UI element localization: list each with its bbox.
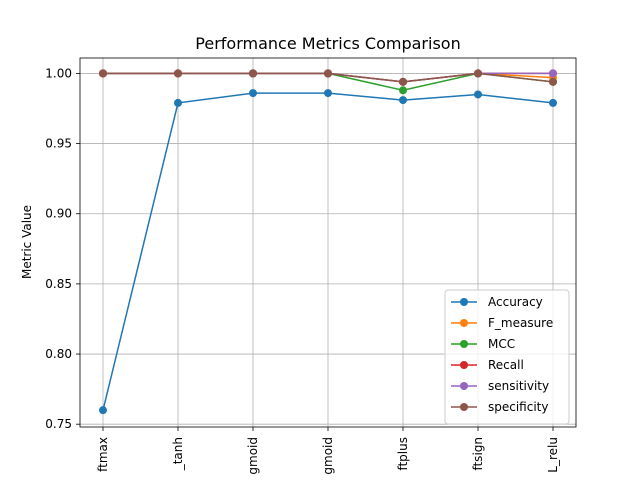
legend-entry-label: F_measure [488, 316, 553, 330]
legend-swatch-marker [460, 361, 468, 369]
data-point [324, 89, 332, 98]
data-point [549, 69, 557, 78]
legend-swatch-marker [460, 403, 468, 411]
data-point [249, 89, 257, 98]
y-tick-label: 0.80 [45, 347, 72, 361]
x-tick-label: ftmax [96, 437, 110, 472]
y-tick-label: 0.75 [45, 417, 72, 431]
data-point [174, 69, 182, 78]
y-tick-label: 1.00 [45, 66, 72, 80]
y-axis-label: Metric Value [20, 205, 34, 279]
data-point [174, 98, 182, 107]
x-tick-label: gmoid [246, 437, 260, 475]
y-axis: 0.75 0.80 0.85 0.90 0.95 1.00 [45, 66, 80, 431]
data-point [399, 96, 407, 105]
legend-swatch-marker [460, 340, 468, 348]
legend-swatch-marker [460, 382, 468, 390]
data-point [549, 77, 557, 86]
data-point [99, 69, 107, 78]
y-tick-label: 0.95 [45, 137, 72, 151]
legend-entry-label: MCC [488, 337, 515, 351]
legend-entry-label: Recall [488, 358, 524, 372]
x-tick-label: L_relu [546, 437, 560, 473]
x-axis: ftmax _tanh gmoid gmoid ftplus ftsign L_relu [96, 427, 560, 475]
x-tick-label: _tanh [171, 437, 185, 471]
legend-entry-label: specificity [488, 400, 548, 414]
data-point [474, 69, 482, 78]
x-tick-label: ftplus [396, 437, 410, 471]
data-point [99, 406, 107, 415]
y-tick-label: 0.90 [45, 207, 72, 221]
data-point [549, 98, 557, 107]
series-accuracy [99, 89, 557, 415]
x-tick-label: ftsign [471, 437, 485, 471]
legend-entry-label: sensitivity [488, 379, 549, 393]
x-tick-label: gmoid [321, 437, 335, 475]
data-point [324, 69, 332, 78]
data-point [474, 90, 482, 99]
y-tick-label: 0.85 [45, 277, 72, 291]
legend-swatch-marker [460, 298, 468, 306]
legend-entry-label: Accuracy [488, 295, 543, 309]
data-point [399, 86, 407, 95]
legend-swatch-marker [460, 319, 468, 327]
legend: Accuracy F_measure MCC Recall sensitivity spe… [444, 289, 570, 425]
chart-title: Performance Metrics Comparison [195, 34, 460, 53]
data-point [249, 69, 257, 78]
series-specificity [99, 69, 557, 86]
data-point [399, 77, 407, 86]
series-layer [99, 69, 557, 415]
